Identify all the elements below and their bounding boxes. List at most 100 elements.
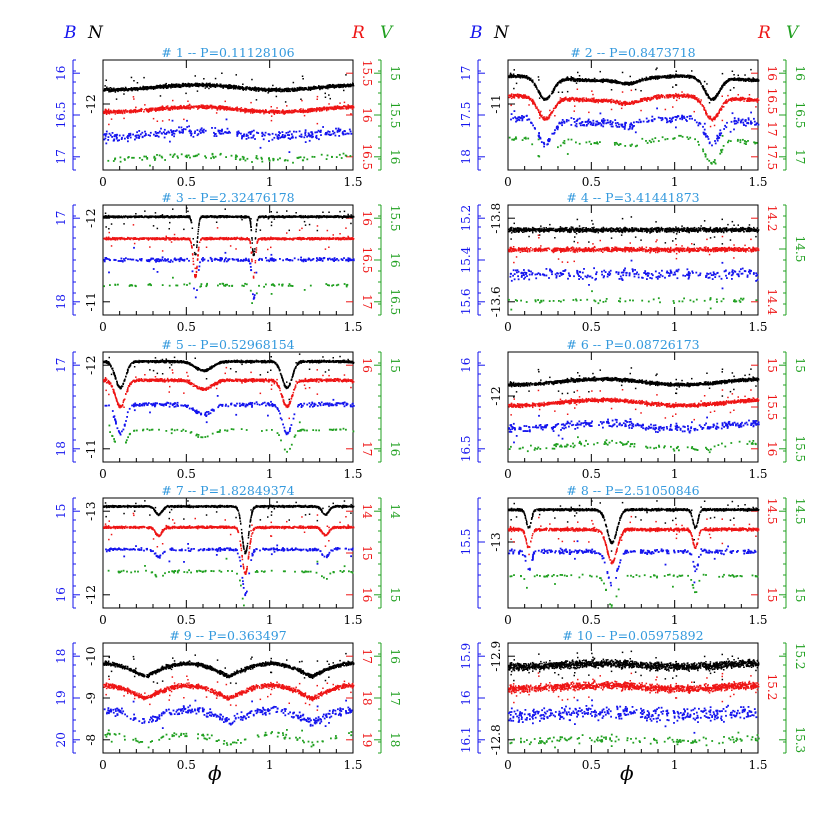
data-point	[648, 79, 650, 81]
data-point	[112, 132, 114, 134]
data-point	[134, 110, 136, 112]
data-point	[722, 120, 724, 122]
data-point	[277, 112, 279, 114]
data-point	[275, 134, 277, 136]
data-point	[713, 100, 715, 102]
data-point	[341, 157, 343, 159]
data-point	[307, 110, 309, 112]
y-tick-label: 16.5	[765, 88, 779, 115]
data-point	[350, 85, 352, 87]
data-point	[197, 83, 199, 85]
data-point	[338, 135, 340, 137]
data-point	[632, 83, 634, 85]
data-point	[197, 90, 199, 92]
data-point	[709, 102, 711, 104]
data-point	[186, 106, 188, 108]
data-point	[197, 134, 199, 136]
data-point	[226, 85, 228, 87]
data-point	[181, 106, 183, 108]
band-label-b-right: B	[469, 23, 483, 43]
data-point	[105, 88, 107, 90]
data-point	[159, 131, 161, 133]
data-point	[600, 80, 602, 82]
series-N	[508, 67, 759, 103]
data-point	[199, 131, 201, 133]
y-tick-label: 15.5	[360, 60, 374, 87]
data-point	[120, 89, 122, 91]
data-point	[174, 106, 176, 108]
data-point	[338, 128, 340, 130]
data-point	[261, 161, 263, 163]
data-point	[231, 85, 233, 87]
data-point	[190, 135, 192, 137]
data-point	[144, 104, 146, 106]
data-point	[334, 132, 336, 134]
data-point	[141, 108, 143, 110]
data-point	[189, 130, 191, 132]
data-point	[710, 116, 712, 118]
data-point	[161, 157, 163, 159]
data-point	[710, 126, 712, 128]
data-point	[554, 87, 556, 89]
data-point	[583, 97, 585, 99]
data-point	[198, 107, 200, 109]
data-point	[287, 88, 289, 90]
data-point	[539, 97, 541, 99]
data-point	[197, 129, 199, 131]
data-point	[304, 115, 306, 117]
data-point	[256, 99, 258, 101]
data-point	[752, 79, 754, 81]
data-point	[183, 119, 185, 121]
data-point	[513, 88, 515, 90]
data-point	[342, 108, 344, 110]
data-point	[607, 79, 609, 81]
data-point	[615, 80, 617, 82]
data-point	[193, 106, 195, 108]
data-point	[528, 77, 530, 79]
data-point	[717, 94, 719, 96]
data-point	[346, 133, 348, 135]
data-point	[300, 136, 302, 138]
data-point	[154, 158, 156, 160]
data-point	[203, 84, 205, 86]
data-point	[276, 111, 278, 113]
data-point	[162, 108, 164, 110]
data-point	[187, 83, 189, 85]
data-point	[331, 108, 333, 110]
data-point	[749, 79, 751, 81]
data-point	[744, 79, 746, 81]
data-point	[710, 99, 712, 101]
data-point	[576, 82, 578, 84]
data-point	[194, 131, 196, 133]
data-point	[108, 124, 110, 126]
data-point	[221, 73, 223, 75]
data-point	[522, 97, 524, 99]
data-point	[157, 121, 159, 123]
data-point	[241, 136, 243, 138]
data-point	[271, 89, 273, 91]
data-point	[105, 135, 107, 137]
data-point	[130, 89, 132, 91]
data-point	[352, 82, 354, 84]
data-point	[223, 87, 225, 89]
data-point	[121, 89, 123, 91]
data-point	[255, 111, 256, 113]
y-tick-label: 16	[793, 66, 807, 81]
data-point	[317, 123, 319, 125]
data-point	[346, 108, 348, 110]
x-tick-label: 1.5	[343, 175, 362, 189]
data-point	[212, 154, 214, 156]
data-point	[722, 96, 724, 98]
data-point	[567, 91, 569, 93]
data-point	[335, 86, 337, 88]
data-point	[169, 107, 171, 109]
data-point	[217, 109, 219, 111]
data-point	[514, 76, 516, 78]
data-point	[339, 130, 341, 132]
data-point	[721, 86, 723, 88]
data-point	[345, 106, 347, 108]
data-point	[138, 130, 140, 132]
data-point	[676, 71, 678, 73]
data-point	[307, 89, 309, 91]
data-point	[520, 77, 522, 79]
